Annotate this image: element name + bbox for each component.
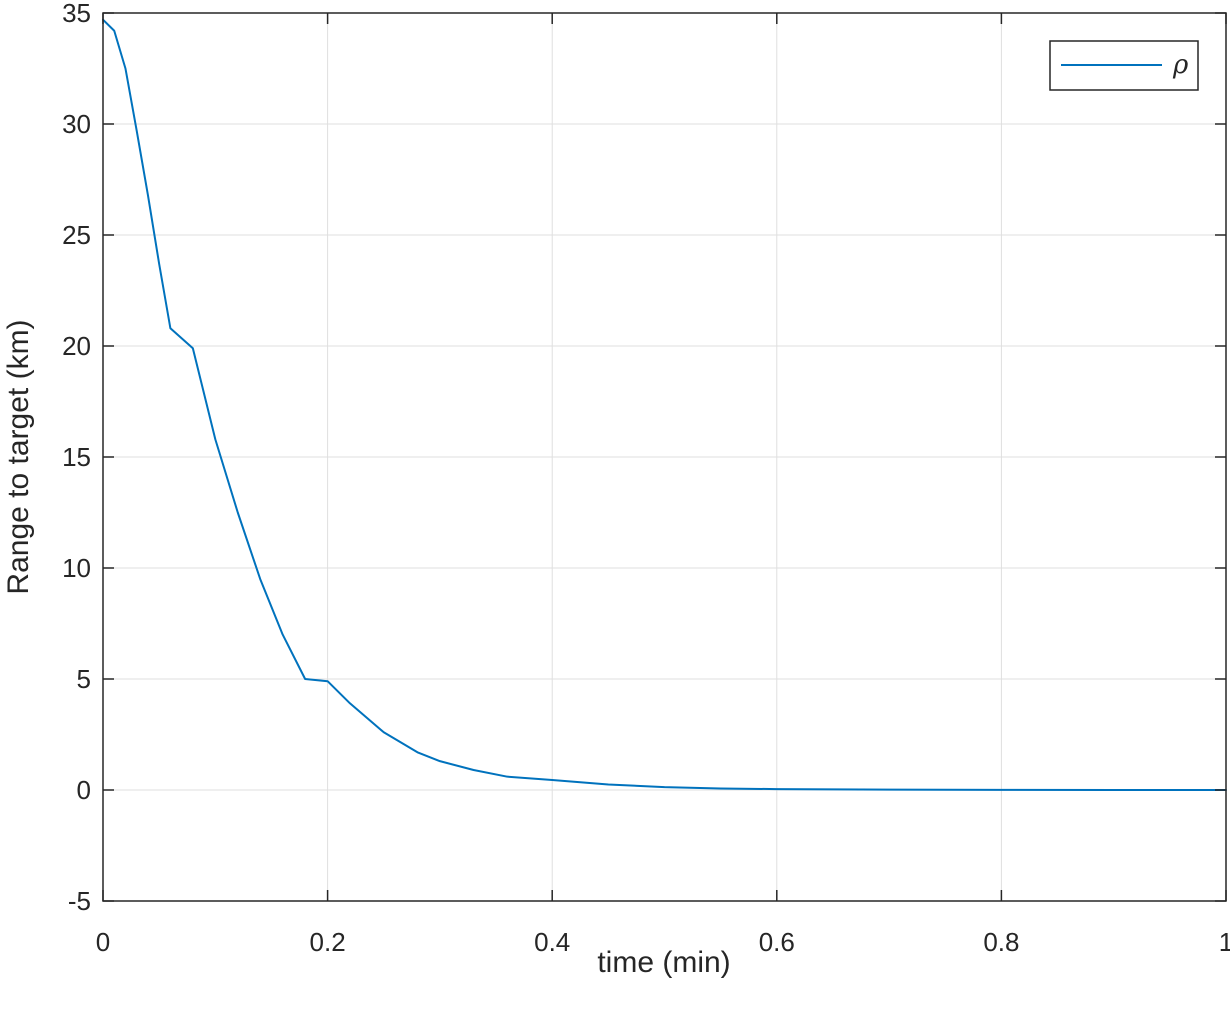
x-tick-label: 0.6 [759, 927, 795, 957]
series-line-rho [102, 18, 1227, 791]
y-tick-label: 20 [62, 331, 91, 361]
y-tick-label: -5 [68, 886, 91, 916]
x-tick-label: 1 [1219, 927, 1230, 957]
y-tick-label: 10 [62, 553, 91, 583]
y-tick-label: 0 [77, 775, 91, 805]
x-tick-label: 0.8 [983, 927, 1019, 957]
x-tick-labels: 0 0.2 0.4 0.6 0.8 1 [96, 927, 1230, 957]
y-tick-label: 30 [62, 109, 91, 139]
y-tick-label: 35 [62, 0, 91, 28]
y-tick-label: 5 [77, 664, 91, 694]
y-axis-label: Range to target (km) [2, 319, 35, 594]
axis-ticks [102, 12, 1227, 902]
x-axis-label: time (min) [597, 946, 730, 979]
y-tick-label: 25 [62, 220, 91, 250]
legend-label: ρ [1172, 50, 1189, 80]
series-layer [102, 18, 1227, 791]
legend: ρ [1049, 40, 1199, 91]
y-tick-label: 15 [62, 442, 91, 472]
y-tick-labels: -5 0 5 10 15 20 25 30 35 [62, 0, 91, 916]
x-tick-label: 0.2 [310, 927, 346, 957]
x-tick-label: 0.4 [534, 927, 570, 957]
x-tick-label: 0 [96, 927, 110, 957]
